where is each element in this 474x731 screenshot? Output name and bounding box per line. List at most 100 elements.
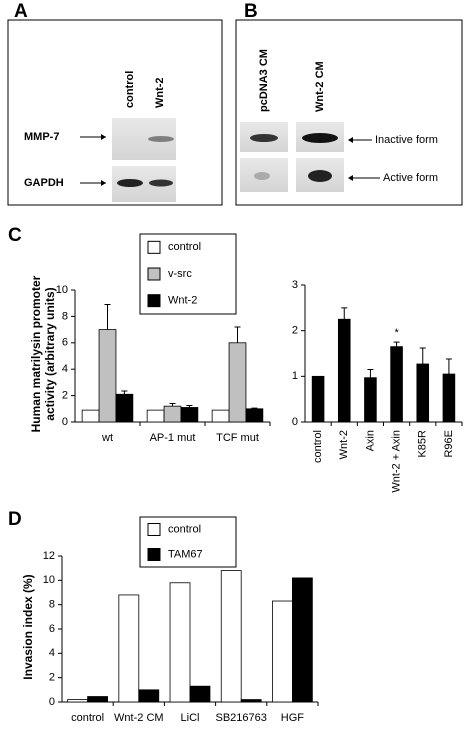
lane-label: pcDNA3 CM — [258, 49, 270, 112]
blot-band — [117, 179, 143, 187]
bar — [311, 375, 325, 423]
bar — [240, 699, 262, 703]
error-bar — [445, 358, 452, 375]
bar — [189, 685, 211, 703]
y-tick-label: 2 — [62, 390, 68, 402]
panel-label: D — [8, 509, 22, 530]
legend-label: TAM67 — [168, 548, 203, 560]
legend-swatch — [147, 294, 161, 308]
x-tick-label: AP-1 mut — [150, 432, 196, 444]
x-tick-label: control — [71, 712, 104, 724]
blot-band — [149, 179, 173, 187]
y-tick-label: 10 — [56, 284, 68, 296]
y-tick-label: 3 — [292, 279, 298, 291]
bar — [180, 407, 199, 423]
bar — [291, 577, 313, 703]
y-tick-label: 6 — [49, 623, 55, 635]
bar — [337, 318, 351, 423]
y-axis-label: Invasion index (%) — [21, 574, 35, 680]
bar — [138, 689, 160, 703]
annotation: * — [394, 327, 399, 339]
arrow-head — [101, 134, 106, 140]
y-tick-label: 0 — [49, 696, 55, 708]
error-bar — [393, 341, 400, 347]
bar — [67, 699, 88, 703]
y-tick-label: 4 — [62, 363, 68, 375]
y-tick-label: 6 — [62, 337, 68, 349]
bar — [228, 342, 247, 423]
y-tick-label: 10 — [43, 574, 55, 586]
y-tick-label: 0 — [62, 416, 68, 428]
y-tick-label: 8 — [62, 310, 68, 322]
legend-swatch — [147, 523, 161, 536]
bar — [81, 409, 100, 423]
y-tick-label: 12 — [43, 550, 55, 562]
x-tick-label: Wnt-2 + Axin — [390, 430, 402, 493]
y-axis-label: Human matrilysin promoter activity (arbi… — [29, 275, 57, 433]
bar — [272, 600, 293, 703]
bar — [169, 582, 191, 703]
blot-band — [148, 136, 174, 142]
y-tick-label: 0 — [292, 416, 298, 428]
panel-frame — [235, 19, 463, 206]
panel-label: A — [14, 1, 28, 22]
x-tick-label: R96E — [443, 430, 455, 458]
row-label: GAPDH — [24, 177, 64, 189]
lane-label: control — [124, 71, 136, 108]
arrow-head — [101, 180, 106, 186]
x-tick-label: HGF — [281, 712, 305, 724]
blot-band — [254, 172, 270, 180]
arrow-head — [348, 137, 353, 143]
y-tick-label: 2 — [49, 672, 55, 684]
error-bar — [367, 368, 374, 378]
error-bar — [251, 407, 258, 409]
error-bar — [341, 307, 348, 320]
error-bar — [234, 326, 241, 343]
y-tick-label: 4 — [49, 647, 55, 659]
panel-label: B — [244, 1, 258, 22]
form-label: Active form — [383, 172, 438, 184]
bar — [364, 377, 377, 423]
legend-swatch — [147, 548, 161, 561]
blot-band — [308, 170, 332, 182]
x-tick-label: wt — [101, 432, 113, 444]
x-tick-label: Wnt-2 — [338, 430, 350, 459]
bar — [146, 409, 165, 423]
legend-label: Wnt-2 — [168, 295, 197, 307]
error-bar — [104, 304, 111, 330]
x-tick-label: Axin — [364, 430, 376, 451]
x-tick-label: SB216763 — [216, 712, 267, 724]
bar — [245, 408, 264, 423]
x-tick-label: LiCl — [181, 712, 200, 724]
error-bar — [186, 405, 193, 408]
bar — [211, 409, 230, 423]
arrow-head — [348, 175, 353, 181]
error-bar — [169, 403, 176, 407]
y-tick-label: 1 — [292, 370, 298, 382]
lane-label: Wnt-2 — [154, 77, 166, 108]
x-tick-label: TCF mut — [216, 432, 259, 444]
lane-label: Wnt-2 CM — [314, 61, 326, 112]
legend-swatch — [147, 267, 161, 281]
bar — [220, 570, 242, 703]
x-tick-label: control — [312, 430, 324, 463]
legend-label: v-src — [168, 268, 192, 280]
x-tick-label: Wnt-2 CM — [114, 712, 164, 724]
bar — [115, 393, 134, 423]
y-tick-label: 8 — [49, 599, 55, 611]
form-label: Inactive form — [375, 134, 438, 146]
bar — [118, 594, 140, 703]
blot-band — [250, 134, 278, 142]
panel-frame — [7, 19, 223, 206]
error-bar — [419, 347, 426, 365]
y-tick-label: 2 — [292, 325, 298, 337]
bar — [390, 346, 403, 423]
bar — [87, 696, 108, 703]
bar — [163, 405, 182, 423]
bar — [98, 329, 117, 423]
panel-label: C — [8, 225, 22, 246]
x-tick-label: K85R — [417, 430, 429, 458]
error-bar — [121, 390, 128, 395]
